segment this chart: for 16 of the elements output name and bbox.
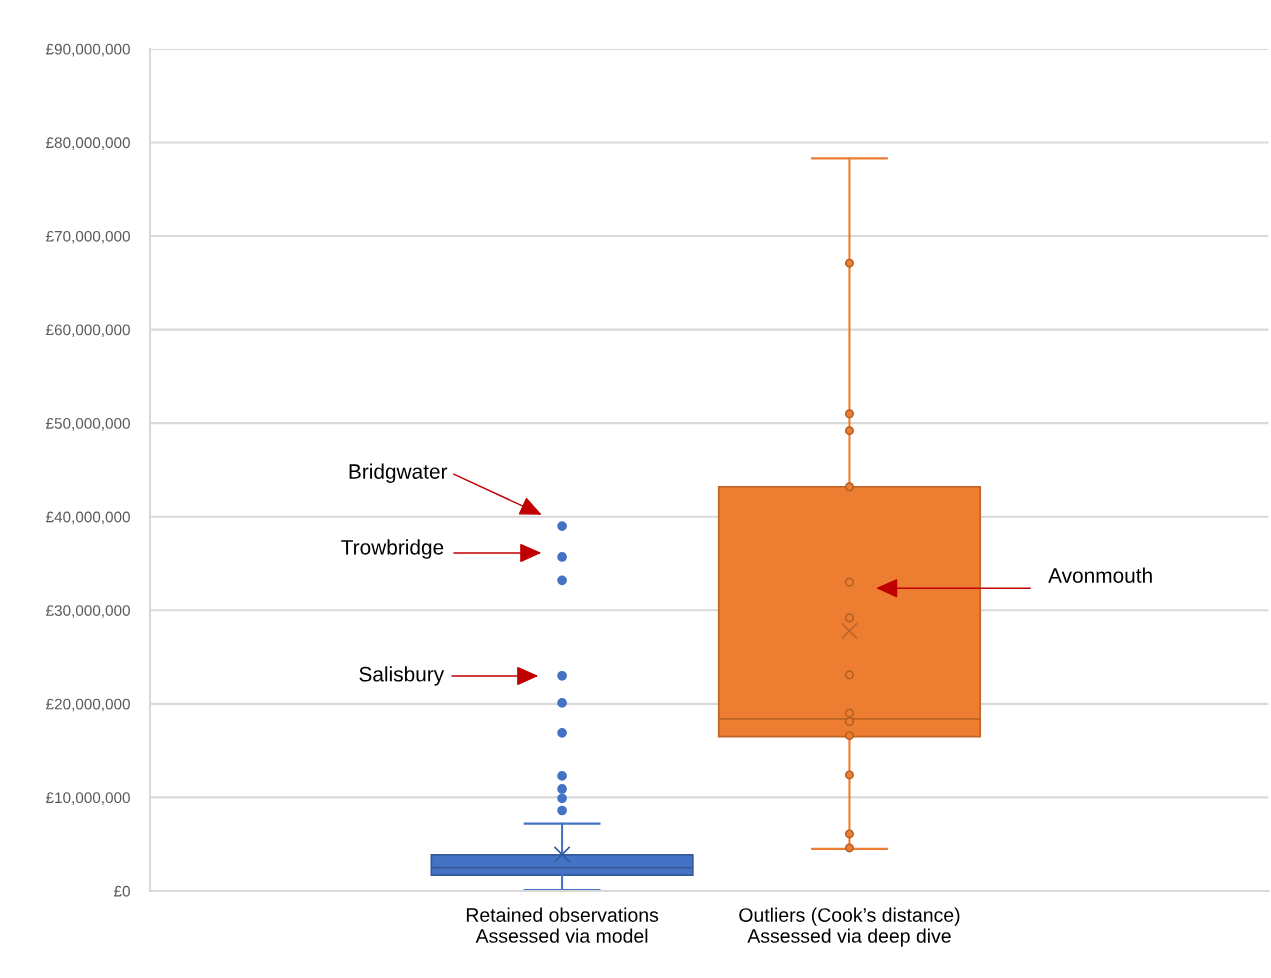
- y-tick-label: £0: [113, 885, 130, 897]
- y-tick-label: £90,000,000: [46, 43, 130, 57]
- x-tick-label: Retained observations Assessed via model: [466, 907, 659, 943]
- annotation: Avonmouth: [1048, 567, 1152, 583]
- y-tick-label: £20,000,000: [46, 698, 130, 712]
- x-tick-label: Outliers (Cook’s distance) Assessed via deep dive: [739, 907, 960, 947]
- annotation: Trowbridge: [341, 539, 444, 559]
- annotation: Salisbury: [359, 666, 445, 686]
- y-tick-label: £40,000,000: [46, 511, 130, 525]
- y-tick-label: £80,000,000: [46, 137, 130, 150]
- y-tick-label: £30,000,000: [46, 605, 130, 618]
- y-tick-label: £50,000,000: [46, 418, 130, 431]
- annotation: Bridgwater: [349, 463, 448, 484]
- y-tick-label: £70,000,000: [46, 230, 130, 244]
- y-tick-label: £60,000,000: [46, 324, 130, 338]
- y-tick-label: £10,000,000: [46, 792, 130, 805]
